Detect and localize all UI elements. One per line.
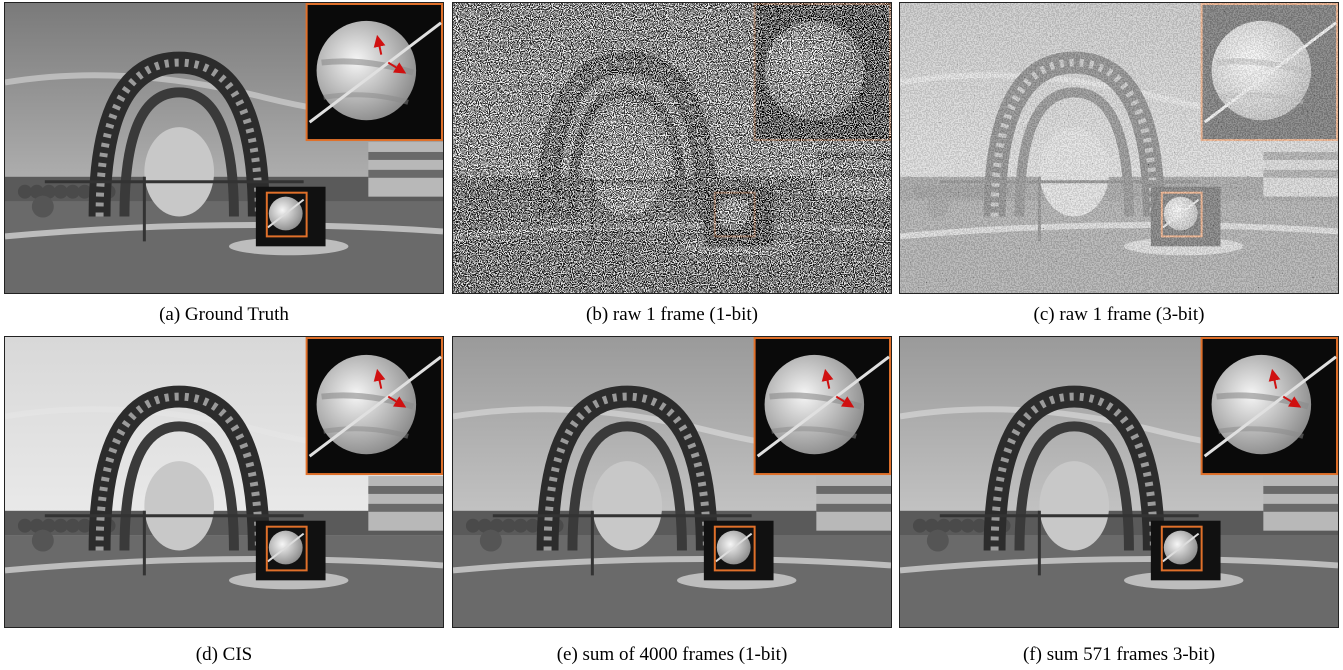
- zoom-inset: [305, 337, 443, 476]
- caption-d: (d) CIS: [195, 644, 253, 665]
- panel-image-c: [900, 3, 1338, 293]
- caption-a: (a) Ground Truth: [159, 304, 289, 325]
- arrow-down-icon: [1282, 395, 1302, 408]
- panel-image-a: [5, 3, 443, 293]
- zoom-region-box: [265, 525, 308, 572]
- panel-f-sum-571-image: [899, 336, 1339, 628]
- photon-noise-overlay: [900, 3, 1338, 293]
- caption-f: (f) sum 571 frames 3-bit): [1022, 644, 1216, 665]
- arrow-up-icon: [821, 368, 834, 389]
- panel-image-e: [453, 337, 891, 627]
- arrow-down-icon: [835, 395, 855, 408]
- panel-image-d: [5, 337, 443, 627]
- scene: [453, 337, 891, 627]
- zoom-inset: [1200, 337, 1338, 476]
- scene: [5, 337, 443, 627]
- panel-image-f: [900, 337, 1338, 627]
- arrow-down-icon: [387, 395, 407, 408]
- zoom-region-box: [1160, 525, 1203, 572]
- panel-e-sum-4000-image: [452, 336, 892, 628]
- arrow-up-icon: [1268, 368, 1281, 389]
- caption-e: (e) sum of 4000 frames (1-bit): [556, 644, 788, 665]
- panel-c-raw-3bit-image: [899, 2, 1339, 294]
- zoom-region-box: [265, 191, 308, 238]
- panel-d-cis-image: [4, 336, 444, 628]
- zoom-region-box: [713, 525, 756, 572]
- zoom-inset: [753, 337, 891, 476]
- panel-b-raw-1bit-image: [452, 2, 892, 294]
- panel-image-b: [453, 3, 891, 293]
- arrow-down-icon: [387, 61, 407, 74]
- caption-c: (c) raw 1 frame (3-bit): [1033, 304, 1205, 325]
- zoom-inset: [305, 3, 443, 142]
- caption-b: (b) raw 1 frame (1-bit): [586, 304, 758, 325]
- arrow-up-icon: [373, 368, 386, 389]
- panel-a-ground-truth-image: [4, 2, 444, 294]
- arrow-up-icon: [373, 34, 386, 55]
- photon-noise-overlay: [453, 3, 891, 293]
